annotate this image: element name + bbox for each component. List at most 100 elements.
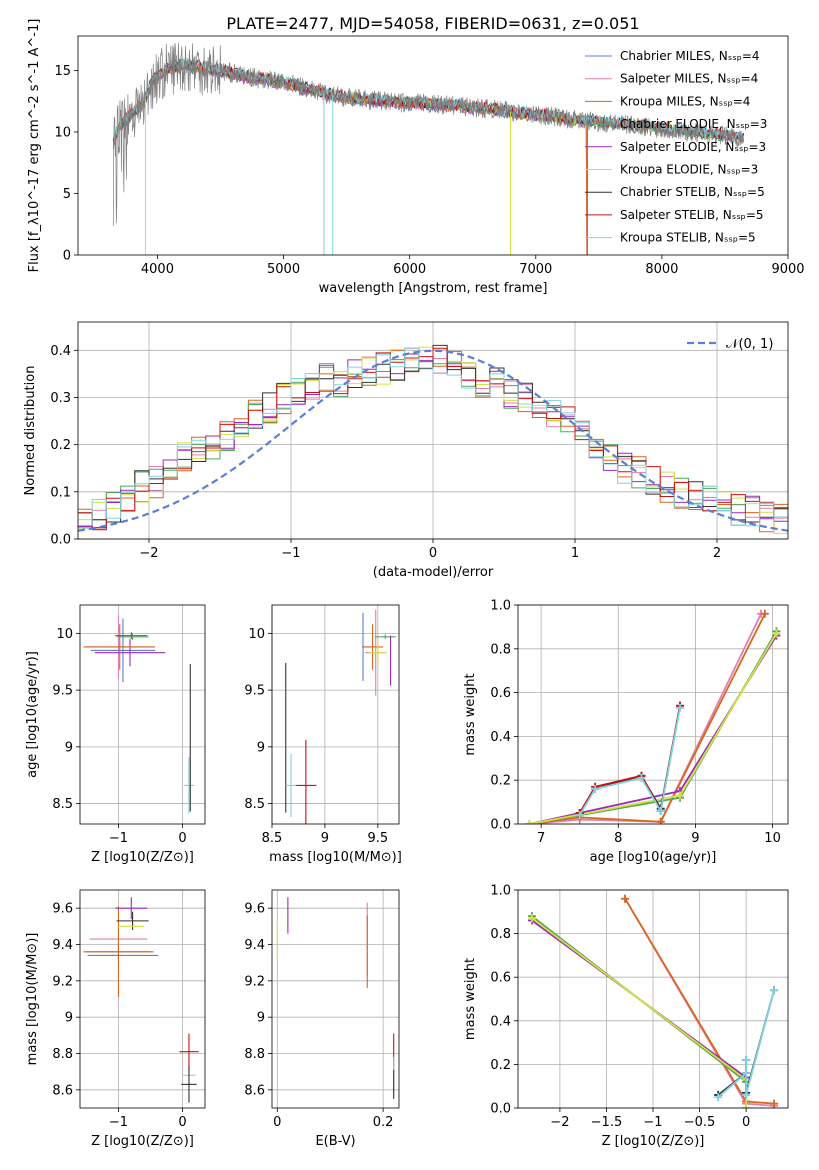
y-tick-label: 0.0 [50,533,71,548]
x-tick-label: 0 [742,1115,750,1130]
panel-mass-vs-Z: −1 0 8.6 8.8 9 9.2 9.4 9.6 Z [log10(Z/Z⊙)] mass [… [25,889,206,1149]
y-tick-label: 0.1 [50,485,71,500]
y-tick-label: 0 [63,249,71,264]
legend-label: Kroupa ELODIE, Nₛₛₚ=3 [620,163,758,177]
y-tick-label: 9.4 [244,938,265,953]
y-axis-label: Normed distribution [23,366,38,496]
weight-marker [714,1093,723,1102]
errorbar-point [83,906,154,998]
weight-marker [575,811,584,820]
y-tick-label: 10 [248,627,265,642]
weight-marker [742,1104,751,1108]
weight-marker [656,806,665,815]
x-tick-label: −2 [550,1115,569,1130]
y-tick-label: 10 [56,627,73,642]
x-tick-label: 4000 [141,262,174,277]
weight-line [529,613,766,824]
axes-frame [79,889,206,1109]
y-axis-label: mass weight [463,673,478,755]
y-tick-label: 9.2 [52,974,73,989]
observed-spectrum-line [112,42,745,226]
y-tick-label: 15 [54,64,71,79]
legend: 𝒩(0, 1) [687,337,773,352]
plot-area [78,344,788,534]
legend-label: Chabrier ELODIE, Nₛₛₚ=3 [620,117,767,131]
y-tick-label: 9 [257,740,265,755]
y-tick-label: 9.5 [244,684,265,699]
y-tick-label: 0.2 [490,1058,511,1073]
errorbar-point [285,753,297,818]
x-tick-label: 7000 [519,262,552,277]
y-tick-label: 0.8 [490,927,511,942]
errorbar-point [179,1033,199,1070]
x-tick-label: 10 [764,831,781,846]
plot-area [112,42,745,255]
y-tick-label: 9.2 [244,974,265,989]
legend-label: 𝒩(0, 1) [726,337,773,352]
panel-residuals: −2 −1 0 1 2 0.0 0.1 0.2 0.3 0.4 (data-model)/error… [23,321,789,580]
weight-marker [742,1069,751,1078]
y-axis-label: Flux [f_λ10^-17 erg cm^-2 s^-1 A^-1] [27,19,42,273]
y-tick-label: 9.6 [52,902,73,917]
plot-area [83,897,199,1103]
plot-area [527,894,779,1108]
errorbar-point [90,618,155,683]
axes-frame [271,889,400,1109]
x-tick-label: −1 [109,831,128,846]
y-tick-label: 9 [257,1011,265,1026]
errorbar-point [116,633,149,641]
legend: Chabrier MILES, Nₛₛₚ=4 Salpeter MILES, Nₛ… [585,49,767,245]
plot-area [276,897,395,1099]
x-axis-label: wavelength [Angstrom, rest frame] [319,281,548,296]
y-tick-label: 8.6 [52,1083,73,1098]
weight-marker [676,703,684,712]
axes-frame [517,604,789,825]
panel-spectrum: 4000 5000 6000 7000 8000 9000 0 5 10 15 wavelength… [27,19,805,296]
weight-line [578,705,681,814]
x-tick-label: 9 [321,831,329,846]
x-tick-label: 1 [571,546,579,561]
y-axis-label: mass [log10(M/M⊙)] [25,933,40,1066]
axes-frame [79,604,206,825]
errorbar-point [374,634,396,640]
panel-mass-weight-vs-Z: −2 −1.5 −1 −0.5 0 0.0 0.2 0.4 0.6 0.8 1.0 Z [log10(… [463,884,789,1149]
x-tick-label: 8.5 [262,831,283,846]
errorbar-point [295,740,317,824]
x-tick-label: 8 [614,831,622,846]
x-axis-label: E(B-V) [315,1134,355,1149]
weight-marker [527,914,536,923]
weight-marker [760,609,769,618]
x-axis-label: Z [log10(Z/Z⊙)] [91,850,194,865]
x-tick-label: 8000 [645,262,678,277]
x-axis-label: age [log10(age/yr)] [590,850,717,865]
x-tick-label: 6000 [393,262,426,277]
weight-marker [637,774,646,783]
weight-line [531,919,747,1108]
y-tick-label: 8.5 [52,797,73,812]
errorbar-point [116,911,149,930]
y-tick-label: 9 [65,1011,73,1026]
y-tick-label: 0.3 [50,391,71,406]
errorbar-point [115,632,148,640]
y-tick-label: 0.4 [490,730,511,745]
x-tick-label: 0 [429,546,437,561]
y-tick-label: 10 [54,125,71,140]
legend-label: Kroupa MILES, Nₛₛₚ=4 [620,94,750,108]
y-axis-label: age [log10(age/yr)] [25,651,40,778]
plot-area [285,609,396,824]
residual-histogram-step [78,347,788,527]
x-tick-label: −0.5 [684,1115,716,1130]
y-tick-label: 0.0 [490,1102,511,1117]
weight-marker [676,791,684,800]
errorbar-point [94,639,166,667]
panel-age-vs-mass: 8.5 9 9.5 8.5 9 9.5 10 mass [log10(M/M⊙)] [244,604,402,865]
legend-label: Kroupa STELIB, Nₛₛₚ=5 [620,231,756,245]
errorbar-point [183,757,195,814]
panel-mass-weight-vs-age: 7 8 9 10 0.0 0.2 0.4 0.6 0.8 1.0 age [log10(age/yr… [463,599,789,865]
legend-label: Salpeter MILES, Nₛₛₚ=4 [620,72,758,86]
y-tick-label: 9.6 [244,902,265,917]
plot-area [83,615,195,814]
axes-frame [271,604,400,825]
weight-marker [656,817,665,824]
